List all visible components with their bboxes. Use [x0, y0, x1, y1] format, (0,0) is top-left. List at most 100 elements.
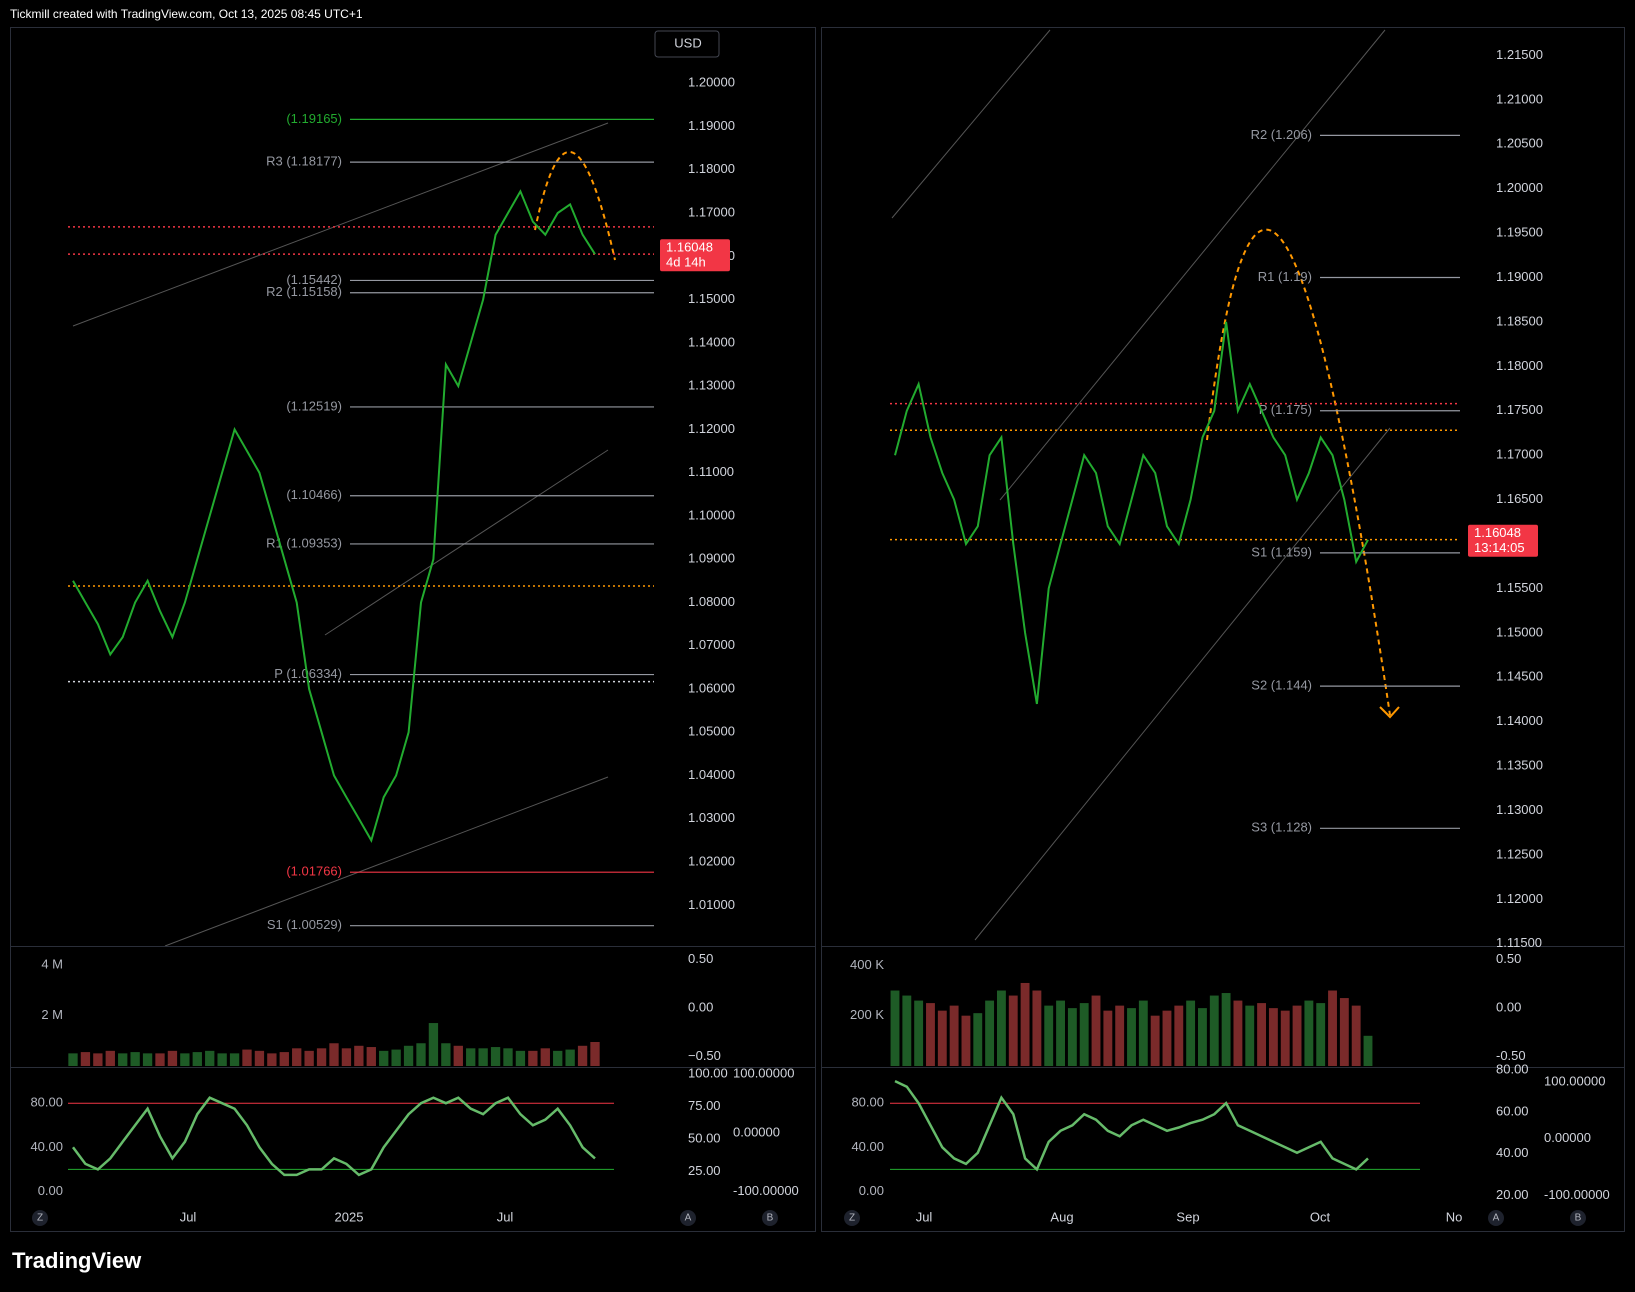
y-tick-label: 1.14000: [1496, 713, 1543, 728]
volume-y2-tick-label: 0.00: [688, 999, 713, 1014]
volume-bar: [565, 1049, 575, 1066]
volume-bar: [354, 1045, 364, 1066]
osc-line: [71, 1096, 596, 1177]
x-tick-label: Jul: [497, 1209, 514, 1224]
y-tick-label: 1.18500: [1496, 313, 1543, 328]
volume-bar: [68, 1053, 78, 1066]
y-tick-label: 1.20500: [1496, 136, 1543, 151]
osc-tick-label: 40.00: [851, 1139, 884, 1154]
volume-y2-tick-label: −0.50: [688, 1048, 721, 1063]
volume-bar: [366, 1047, 376, 1066]
osc-y3-tick-label: -100.00000: [1544, 1187, 1610, 1202]
y-tick-label: 1.13500: [1496, 758, 1543, 773]
axis-button-label: A: [685, 1213, 692, 1224]
volume-bar: [130, 1052, 140, 1066]
pivot-label: S2 (1.144): [1251, 678, 1312, 693]
volume-bar: [1020, 982, 1030, 1066]
pivot-label: (1.12519): [286, 398, 342, 413]
pivot-label: (1.10466): [286, 487, 342, 502]
volume-bar: [1280, 1010, 1290, 1066]
y-tick-label: 1.04000: [688, 767, 735, 782]
y-tick-label: 1.06000: [688, 680, 735, 695]
volume-bar: [1008, 995, 1018, 1066]
volume-bar: [341, 1048, 352, 1066]
trend-line: [72, 122, 609, 327]
volume-bar: [914, 1000, 924, 1066]
x-tick-label: Aug: [1050, 1209, 1073, 1224]
volume-bar: [1316, 1003, 1326, 1066]
y-tick-label: 1.01000: [688, 897, 735, 912]
volume-bar: [329, 1043, 339, 1066]
volume-bar: [902, 995, 912, 1066]
price-line: [72, 189, 596, 843]
volume-bar: [428, 1023, 439, 1066]
volume-bar: [503, 1048, 513, 1066]
volume-bar: [949, 1005, 959, 1066]
y-tick-label: 1.17500: [1496, 402, 1543, 417]
osc-y3-tick-label: 100.00000: [733, 1066, 794, 1081]
left-panel: [10, 27, 816, 1232]
volume-bar: [229, 1053, 240, 1066]
right-panel: [821, 27, 1625, 1232]
volume-bar: [996, 990, 1006, 1066]
volume-bar: [1044, 1005, 1054, 1066]
osc-y3-tick-label: -100.00000: [733, 1183, 799, 1198]
x-tick-label: No: [1446, 1209, 1463, 1224]
countdown: 4d 14h: [666, 255, 706, 270]
volume-bar: [1067, 1008, 1077, 1066]
volume-bar: [1257, 1003, 1267, 1066]
pivot-label: R2 (1.206): [1251, 127, 1312, 142]
volume-bar: [254, 1050, 265, 1066]
y-tick-label: 1.09000: [688, 551, 735, 566]
osc-y2-tick-label: 20.00: [1496, 1187, 1529, 1202]
volume-bar: [1174, 1005, 1184, 1066]
osc-y2-tick-label: 25.00: [688, 1163, 721, 1178]
last-price-box: [660, 239, 730, 272]
projection-arc: [534, 150, 616, 261]
axis-button: [844, 1210, 860, 1226]
volume-bar: [1304, 1000, 1314, 1066]
osc-tick-label: 40.00: [30, 1139, 63, 1154]
volume-bar: [217, 1053, 227, 1066]
y-tick-label: 1.03000: [688, 810, 735, 825]
y-tick-label: 1.15000: [688, 291, 735, 306]
price-line: [894, 321, 1369, 705]
footer-logo: TradingView: [12, 1248, 142, 1273]
osc-y2-tick-label: 50.00: [688, 1131, 721, 1146]
volume-bar: [1363, 1035, 1373, 1066]
pivot-label: (1.19165): [286, 111, 342, 126]
volume-y2-tick-label: -0.50: [1496, 1048, 1526, 1063]
volume-bar: [1162, 1010, 1172, 1066]
osc-y2-tick-label: 40.00: [1496, 1145, 1529, 1160]
volume-bar: [1186, 1000, 1196, 1066]
volume-bar: [1115, 1005, 1125, 1066]
volume-bar: [1103, 1010, 1113, 1066]
osc-tick-label: 0.00: [38, 1183, 63, 1198]
osc-y2-tick-label: 60.00: [1496, 1103, 1529, 1118]
axis-button: [32, 1210, 48, 1226]
volume-bar: [1268, 1008, 1278, 1066]
projection-arc: [1206, 228, 1391, 716]
pivot-label: S3 (1.128): [1251, 820, 1312, 835]
volume-bar: [1091, 995, 1101, 1066]
volume-bar: [416, 1043, 426, 1066]
volume-bar: [403, 1045, 414, 1066]
y-tick-label: 1.08000: [688, 594, 735, 609]
axis-button-label: B: [767, 1213, 774, 1224]
volume-bar: [205, 1050, 215, 1066]
volume-bar: [391, 1049, 401, 1066]
y-tick-label: 1.13000: [1496, 802, 1543, 817]
y-tick-label: 1.15500: [1496, 580, 1543, 595]
x-tick-label: Jul: [180, 1209, 197, 1224]
y-tick-label: 1.17000: [688, 204, 735, 219]
currency-box: [654, 30, 720, 58]
y-tick-label: 1.07000: [688, 637, 735, 652]
pivot-label: (1.15442): [286, 272, 342, 287]
volume-bar: [1138, 1000, 1148, 1066]
osc-line: [894, 1079, 1369, 1172]
volume-y2-tick-label: 0.50: [688, 951, 713, 966]
volume-bar: [316, 1048, 327, 1066]
volume-bar: [890, 990, 900, 1066]
